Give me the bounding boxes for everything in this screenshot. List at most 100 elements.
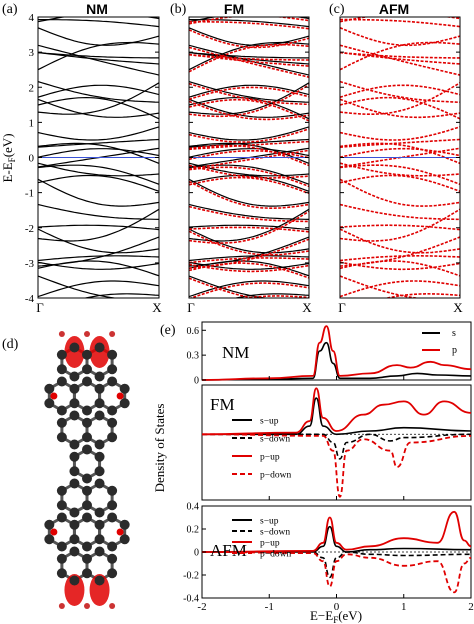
carbon-atom	[56, 376, 67, 387]
band-down-line-23	[189, 86, 309, 101]
dos-x-axis-label: E−EF(eV)	[310, 608, 362, 624]
band-line-9	[340, 203, 460, 221]
band-line-8	[38, 224, 159, 231]
y-tick-label: 4	[29, 12, 35, 24]
legend-label-1: s−down	[260, 528, 290, 538]
band-line-4	[38, 261, 159, 270]
carbon-atom	[94, 507, 105, 518]
kpath-label-gamma: Γ	[338, 300, 346, 315]
dos-subplot-afm: -0.4 -0.2 0 0.2 0.4 -2 -1 0 1 2 AFM s−ups−downp−upp…	[183, 502, 474, 614]
y-tick-label: -2	[25, 223, 34, 235]
carbon-atom	[82, 405, 92, 416]
y-tick-label: -3	[25, 258, 35, 270]
band-down-line-24	[189, 84, 309, 118]
carbon-atom	[94, 519, 105, 530]
carbon-atom	[94, 398, 105, 409]
edge-atom	[116, 392, 124, 400]
band-line-29	[340, 27, 460, 47]
dos-y-tick-label: 0	[194, 548, 199, 559]
carbon-atom	[56, 512, 67, 523]
dos-x-tick-label: -2	[197, 601, 206, 613]
band-line-3	[38, 260, 159, 277]
band-line-10	[38, 208, 159, 242]
band-line-5	[38, 255, 159, 262]
carbon-atom	[69, 519, 80, 530]
dos-y-tick-label: 0	[194, 376, 199, 387]
band-y-axis-label: E-EF(eV)	[0, 133, 17, 182]
band-line-22	[340, 80, 460, 103]
carbon-atom	[94, 546, 105, 557]
dos-series-p	[201, 325, 472, 381]
dos-series-s-up	[202, 525, 472, 553]
dos-subplot-nm: 0 0.3 0.6 NM sp	[187, 321, 472, 387]
dos-series-s	[201, 341, 472, 381]
dos-series-p-up	[201, 387, 472, 436]
band-down-line-14	[189, 164, 309, 179]
carbon-atom	[82, 349, 92, 360]
band-line-12	[340, 174, 460, 193]
dos-y-tick-label: -0.4	[183, 594, 199, 605]
hydrogen-atom	[84, 603, 90, 609]
carbon-atom	[119, 519, 130, 530]
band-down-line-27	[189, 53, 309, 61]
dos-series-s-down	[202, 551, 472, 579]
dos-y-axis-label: Density of States	[152, 404, 167, 493]
carbon-atom	[44, 383, 55, 394]
carbon-atom	[94, 410, 105, 421]
y-tick-label: -4	[25, 293, 35, 305]
band-line-23	[38, 84, 159, 98]
band-down-line-8	[189, 226, 309, 233]
carbon-atom	[69, 466, 80, 477]
carbon-atom	[94, 575, 105, 586]
band-line-6	[340, 228, 460, 254]
band-down-line-33	[189, 4, 309, 14]
band-line-1	[383, 292, 460, 298]
band-down-line-1	[243, 295, 309, 298]
carbon-atom	[82, 364, 92, 375]
carbon-atom	[69, 342, 80, 353]
band-line-20	[38, 96, 159, 120]
band-line-27	[340, 51, 460, 59]
carbon-atom	[82, 568, 92, 579]
band-line-15	[340, 142, 460, 165]
band-line-23	[340, 84, 460, 98]
svg-text:Density of States: Density of States	[152, 404, 167, 493]
band-line-28	[340, 41, 460, 71]
dos-y-tick-label: 0.4	[187, 502, 200, 513]
panel-letter-b: (b)	[170, 2, 187, 17]
legend-label-0: s−up	[260, 517, 279, 527]
band-line-31	[38, 17, 159, 23]
band-line-18	[38, 138, 159, 148]
legend-label-1: s−down	[260, 435, 290, 445]
band-down-line-13	[189, 166, 309, 188]
carbon-atom	[82, 432, 92, 443]
carbon-atom	[107, 432, 118, 443]
band-up-line-9	[189, 203, 309, 220]
spin-density-lobe	[64, 574, 85, 606]
kpath-label-x: X	[302, 300, 312, 315]
carbon-atom	[56, 553, 67, 564]
carbon-atom	[107, 364, 118, 375]
legend-label-3: p−down	[260, 550, 291, 560]
band-down-line-12	[189, 176, 309, 195]
carbon-atom	[119, 398, 130, 409]
band-down-line-10	[189, 210, 309, 244]
carbon-atom	[94, 534, 105, 545]
carbon-atom	[69, 575, 80, 586]
dos-x-tick-label: -1	[265, 601, 274, 613]
band-up-line-8	[189, 224, 309, 231]
panel-letter-c: (c)	[329, 2, 345, 17]
carbon-atom	[56, 568, 67, 579]
carbon-atom	[107, 376, 118, 387]
carbon-atom	[94, 383, 105, 394]
band-down-line-5	[189, 257, 309, 264]
band-line-25	[38, 44, 159, 76]
dos-x-tick-label: 0	[334, 601, 340, 613]
carbon-atom	[94, 451, 105, 462]
band-line-13	[38, 164, 159, 185]
edge-atom	[116, 528, 124, 536]
panel-letter-e: (e)	[160, 323, 176, 338]
